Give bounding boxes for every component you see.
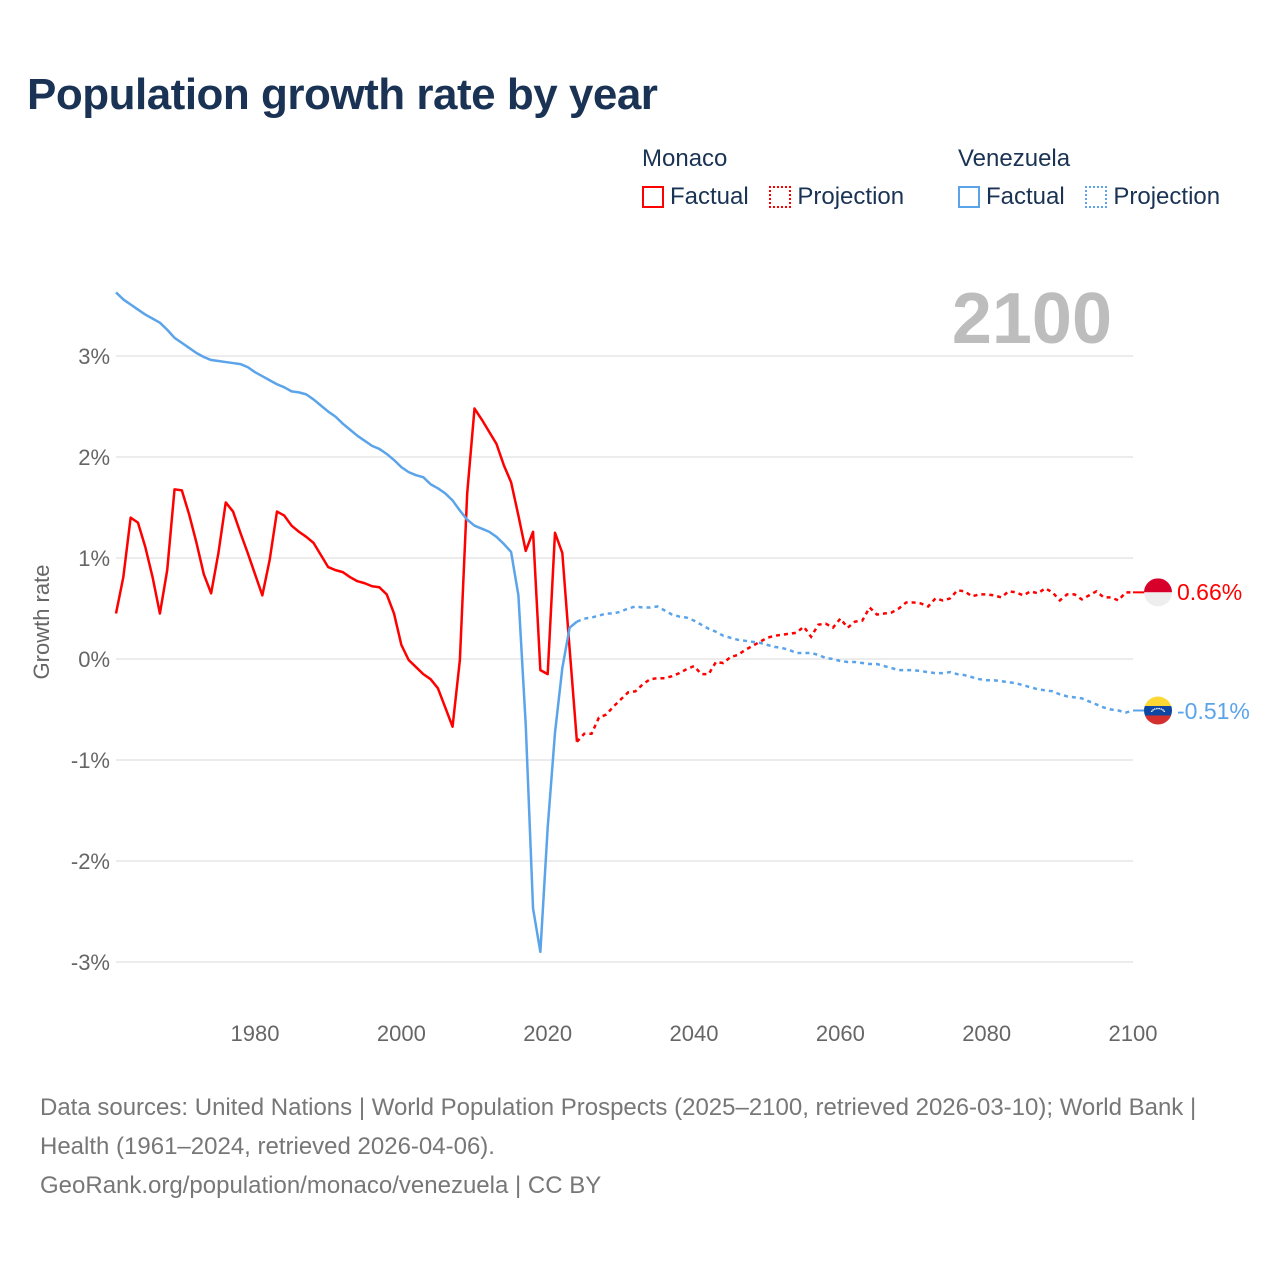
venezuela-flag-icon-red xyxy=(1144,715,1172,725)
legend-monaco-projection[interactable]: Projection xyxy=(769,183,904,211)
source-line-2[interactable]: GeoRank.org/population/monaco/venezuela … xyxy=(40,1172,602,1199)
chart-title: Population growth rate by year xyxy=(27,70,658,119)
y-tick-label: 1% xyxy=(78,546,110,571)
monaco-end-value: 0.66% xyxy=(1177,579,1243,606)
legend-group-name: Monaco xyxy=(642,145,728,172)
venezuela-end-value: -0.51% xyxy=(1177,697,1250,724)
venezuela-factual-line xyxy=(115,291,578,954)
legend-venezuela: Venezuela Factual Projection xyxy=(958,145,1234,215)
y-tick-label: -2% xyxy=(71,849,110,874)
venezuela-flag-icon-blue xyxy=(1144,706,1172,716)
legend-swatch-dotted xyxy=(769,186,792,208)
monaco-flag-icon-white xyxy=(1144,592,1172,607)
y-tick-label: -3% xyxy=(71,950,110,975)
source-note: Data sources: United Nations | World Pop… xyxy=(40,1088,1240,1205)
venezuela-projection-line xyxy=(576,605,1134,714)
legend-swatch-solid xyxy=(642,186,664,208)
legend-venezuela-factual[interactable]: Factual xyxy=(958,183,1065,211)
legend-swatch-solid xyxy=(958,186,980,208)
x-tick-label: 2100 xyxy=(1109,1021,1158,1046)
y-tick-label: -1% xyxy=(71,748,110,773)
legend-group-name: Venezuela xyxy=(958,145,1071,172)
x-tick-label: 2020 xyxy=(523,1021,572,1046)
x-tick-label: 2040 xyxy=(670,1021,719,1046)
legend-venezuela-projection[interactable]: Projection xyxy=(1085,183,1220,211)
current-year-display: 2100 xyxy=(951,279,1112,359)
legend-label: Factual xyxy=(670,183,749,210)
y-tick-label: 3% xyxy=(78,344,110,369)
source-line-1: Data sources: United Nations | World Pop… xyxy=(40,1094,1197,1160)
monaco-projection-line xyxy=(576,586,1133,743)
flag-star-icon xyxy=(1158,707,1160,710)
x-tick-label: 2060 xyxy=(816,1021,865,1046)
flag-star-icon xyxy=(1152,709,1154,711)
legend-swatch-dotted xyxy=(1085,186,1108,208)
y-tick-label: 2% xyxy=(78,445,110,470)
flag-star-icon xyxy=(1160,708,1162,710)
venezuela-flag-icon xyxy=(1144,696,1172,707)
x-tick-label: 2000 xyxy=(377,1021,426,1046)
monaco-factual-line xyxy=(114,407,579,742)
x-tick-label: 2080 xyxy=(962,1021,1011,1046)
flag-star-icon xyxy=(1150,710,1153,713)
legend-monaco-factual[interactable]: Factual xyxy=(642,183,749,211)
x-tick-label: 1980 xyxy=(231,1021,280,1046)
flag-star-icon xyxy=(1163,710,1166,713)
flag-star-icon xyxy=(1154,708,1156,710)
flag-star-icon xyxy=(1156,707,1158,710)
legend-label: Factual xyxy=(986,183,1065,210)
legend-label: Projection xyxy=(797,183,905,210)
legend-monaco: Monaco Factual Projection xyxy=(642,145,918,215)
flag-star-icon xyxy=(1162,709,1164,711)
monaco-flag-icon xyxy=(1144,578,1172,593)
legend-label: Projection xyxy=(1113,183,1221,210)
y-tick-label: 0% xyxy=(78,647,110,672)
